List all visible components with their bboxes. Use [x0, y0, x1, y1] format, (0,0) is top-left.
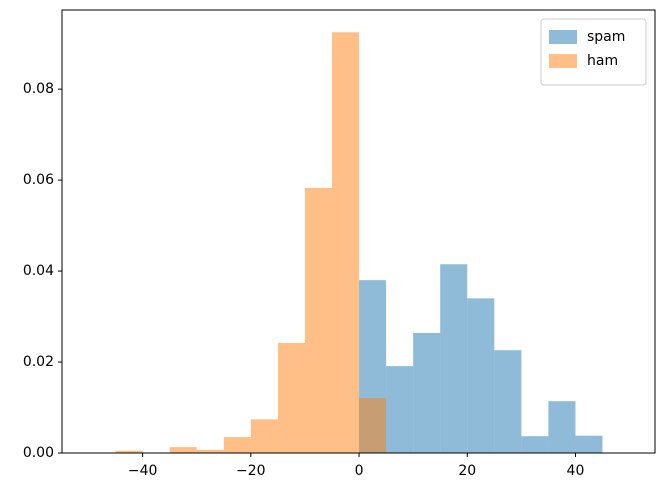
y-tick-label: 0.08: [23, 81, 54, 97]
bar: [575, 435, 603, 453]
bar: [331, 32, 360, 454]
x-tick-label: 40: [567, 463, 585, 479]
x-tick-label: 0: [355, 463, 364, 479]
y-tick-label: 0.04: [23, 263, 54, 279]
bar: [521, 436, 549, 453]
bar: [413, 332, 441, 453]
bar: [115, 450, 143, 453]
bar: [494, 350, 522, 453]
y-tick-label: 0.00: [23, 445, 54, 461]
legend-label: spam: [587, 29, 625, 45]
x-tick-label: 20: [458, 463, 476, 479]
legend-swatch: [549, 54, 577, 68]
bar: [196, 449, 224, 453]
bar: [169, 447, 197, 453]
legend: spam ham: [540, 18, 647, 86]
x-tick-label: −40: [128, 463, 158, 479]
legend-swatch: [549, 30, 577, 44]
bar: [304, 187, 332, 453]
bar: [386, 366, 414, 453]
y-tick-label: 0.02: [23, 354, 54, 370]
bar: [548, 401, 576, 453]
x-tick-label: −20: [236, 463, 266, 479]
bar: [467, 298, 495, 453]
bar: [250, 419, 278, 453]
y-tick-label: 0.06: [23, 172, 54, 188]
bar: [440, 264, 468, 453]
axes-frame: [61, 9, 656, 454]
legend-label: ham: [587, 53, 618, 69]
bar: [277, 342, 305, 453]
bar: [359, 397, 387, 453]
bar: [223, 437, 251, 453]
